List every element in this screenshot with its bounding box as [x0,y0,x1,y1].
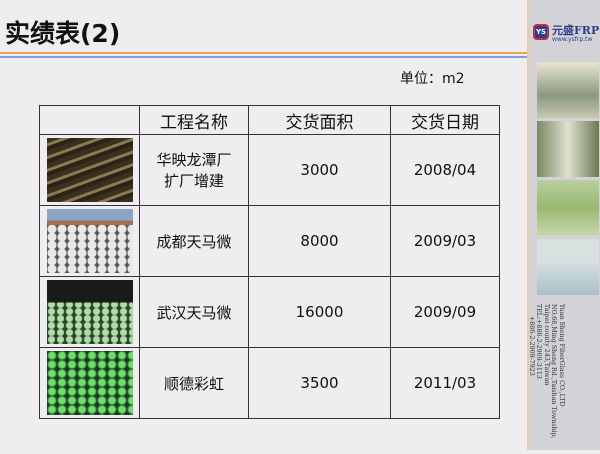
project-name: 顺德彩虹 [163,374,224,393]
project-photo [46,280,133,344]
project-photo [46,351,133,415]
sidebar-photo [537,62,599,118]
table-row: 成都天马微 8000 2009/03 [39,205,500,277]
logo-mark: YS [533,24,549,40]
area-cell: 3500 [248,347,391,419]
project-name-line2: 扩厂增建 [163,172,224,190]
address-line: TEL:+886-2-2909-3113 [535,304,543,379]
project-photo [46,209,133,273]
slide-title: 实绩表(2) [5,19,121,48]
table-row: 武汉天马微 16000 2009/09 [39,276,500,348]
area-cell: 8000 [248,205,391,277]
header-photo [39,105,140,135]
sidebar: YS 元盛FRP www.ysfrp.tw Yuan Sheng FiberGl… [527,0,600,450]
orange-divider [0,52,527,54]
table-row: 顺德彩虹 3500 2011/03 [39,347,500,419]
company-logo: YS 元盛FRP www.ysfrp.tw [533,22,600,44]
address-line: Yuan Sheng FiberGlass CO.,LTD [558,304,565,407]
address-line: +886-2-2909-7923 [527,316,535,376]
project-name: 成都天马微 [156,232,232,251]
address-line: NO.68,Ming Sheng Rd.,Taishan Township, [550,304,558,439]
area-cell: 3000 [248,134,391,206]
table-header-row: 工程名称 交货面积 交货日期 [39,105,500,135]
header-area: 交货面积 [248,105,391,135]
project-photo [46,138,133,202]
logo-url: www.ysfrp.tw [552,36,593,43]
date-cell: 2009/09 [390,276,500,348]
company-address: Yuan Sheng FiberGlass CO.,LTD NO.68,Ming… [527,304,565,454]
sidebar-photo [537,180,599,236]
blue-divider [0,56,527,58]
projects-table: 工程名称 交货面积 交货日期 华映龙潭厂扩厂增建 3000 2008/04 成都… [39,105,500,419]
area-cell: 16000 [248,276,391,348]
sidebar-photo [537,239,599,295]
address-line: Taipei county 243,Taiwan [542,304,550,386]
unit-label: 单位：m2 [400,71,465,87]
logo-name: 元盛FRP [552,24,600,37]
date-cell: 2011/03 [390,347,500,419]
header-name: 工程名称 [139,105,249,135]
sidebar-photo [537,121,599,177]
date-cell: 2008/04 [390,134,500,206]
project-name: 华映龙潭厂 [156,151,232,169]
header-date: 交货日期 [390,105,500,135]
table-row: 华映龙潭厂扩厂增建 3000 2008/04 [39,134,500,206]
project-name: 武汉天马微 [156,303,232,322]
date-cell: 2009/03 [390,205,500,277]
